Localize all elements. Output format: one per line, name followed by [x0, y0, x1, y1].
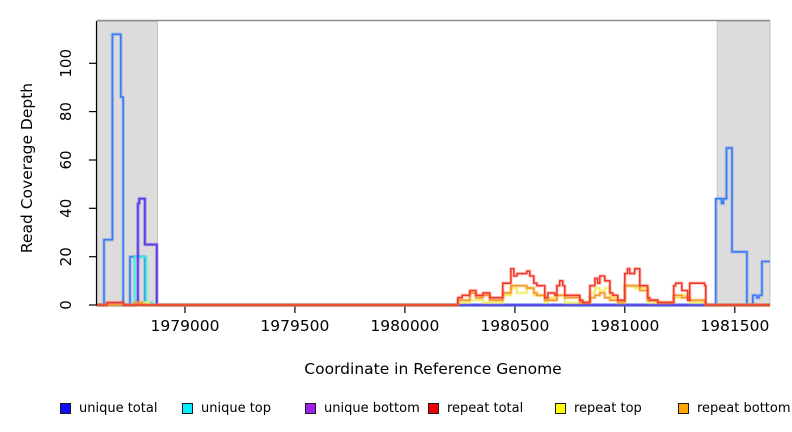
legend-swatch-unique-bottom	[305, 402, 316, 414]
x-axis-label: Coordinate in Reference Genome	[304, 360, 562, 378]
legend-label-unique-bottom: unique bottom	[324, 400, 420, 416]
series-halo-unique-bottom	[97, 196, 770, 307]
legend-swatch-repeat-bottom	[678, 402, 689, 414]
legend: unique total unique top unique bottom repea…	[0, 398, 792, 420]
legend-item-unique-total: unique total	[60, 398, 157, 418]
y-tick-label: 40	[57, 199, 75, 218]
x-tick-label: 1981000	[590, 317, 659, 335]
y-tick-label: 60	[57, 150, 75, 169]
series-unique-total	[97, 33, 770, 306]
legend-item-repeat-total: repeat total	[428, 398, 523, 418]
legend-swatch-unique-total	[60, 402, 71, 414]
legend-label-repeat-total: repeat total	[447, 400, 524, 416]
legend-swatch-repeat-total	[428, 402, 439, 414]
x-tick-label: 1979000	[150, 317, 219, 335]
legend-label-repeat-top: repeat top	[574, 400, 642, 416]
legend-swatch-unique-top	[182, 402, 193, 414]
legend-item-repeat-top: repeat top	[555, 398, 642, 418]
x-tick-label: 1980500	[480, 317, 549, 335]
legend-item-unique-bottom: unique bottom	[305, 398, 420, 418]
series-halo-unique-total	[97, 32, 770, 307]
legend-item-repeat-bottom: repeat bottom	[678, 398, 791, 418]
x-tick-label: 1981500	[700, 317, 769, 335]
legend-label-unique-top: unique top	[201, 400, 272, 416]
y-tick-label: 20	[57, 247, 75, 266]
legend-label-repeat-bottom: repeat bottom	[697, 400, 791, 416]
y-tick-label: 0	[57, 300, 75, 310]
shaded-region-1	[96, 21, 158, 306]
series-repeat-total	[97, 267, 770, 306]
legend-label-unique-total: unique total	[79, 400, 158, 416]
legend-item-unique-top: unique top	[182, 398, 271, 418]
legend-swatch-repeat-top	[555, 402, 566, 414]
series-halo-repeat-total	[97, 266, 770, 307]
series-unique-bottom	[97, 197, 770, 306]
x-tick-label: 1980000	[370, 317, 439, 335]
y-axis-label: Read Coverage Depth	[18, 82, 36, 254]
y-tick-label: 80	[57, 102, 75, 121]
series-unique-top	[97, 255, 770, 306]
x-tick-label: 1979500	[260, 317, 329, 335]
y-tick-label: 100	[57, 49, 75, 78]
series-halo-unique-top	[97, 254, 770, 307]
